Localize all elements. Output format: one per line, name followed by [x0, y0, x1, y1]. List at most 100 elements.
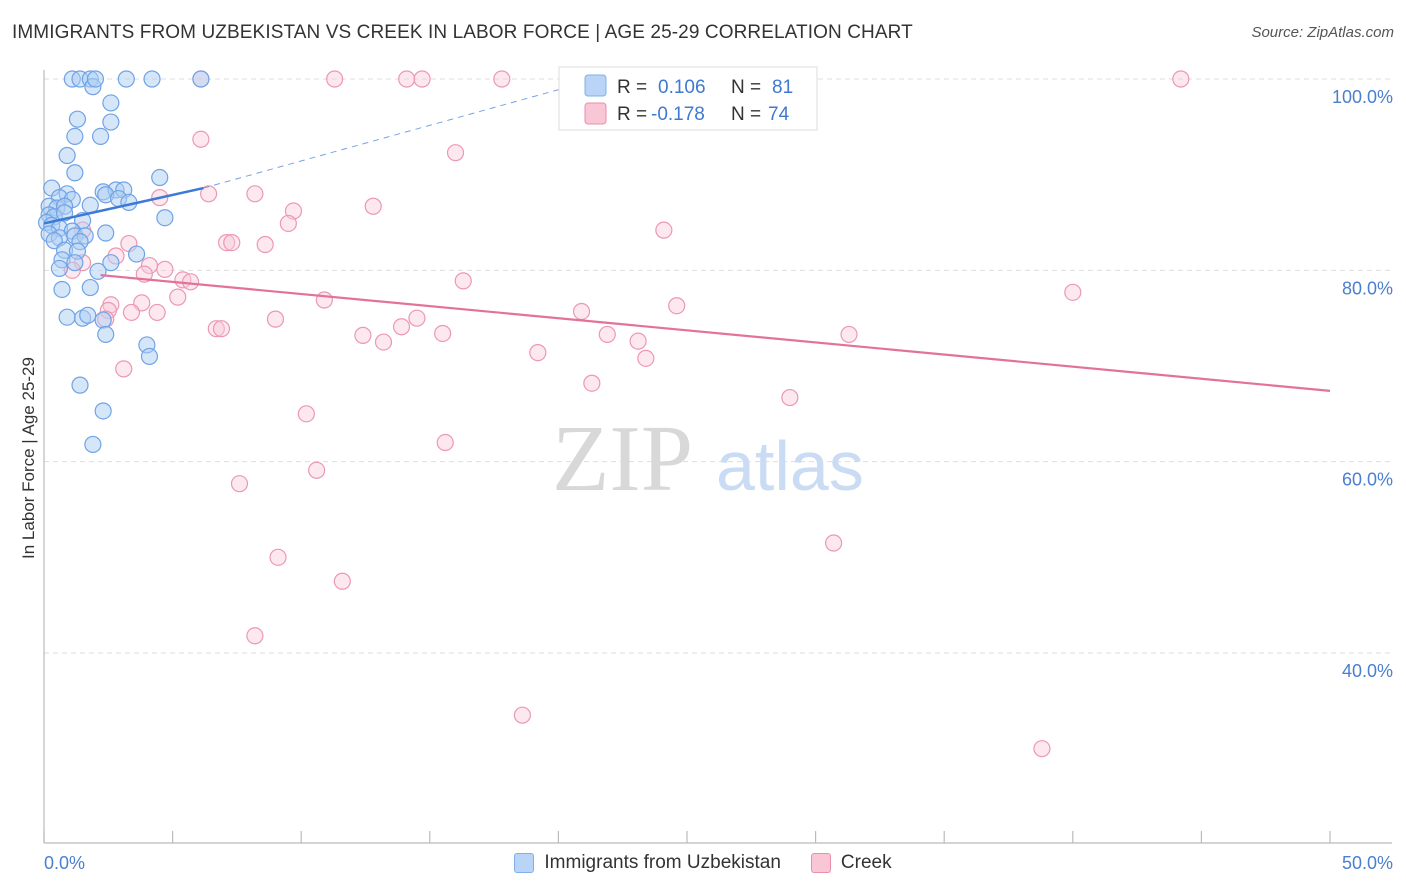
creek-point	[454, 272, 472, 290]
uzbekistan-point	[86, 70, 105, 88]
creek-point	[413, 70, 431, 88]
stats-legend: R = 0.106 N = 81 R = -0.178 N = 74	[558, 66, 818, 131]
creek-point	[374, 333, 393, 351]
uzbekistan-point	[84, 435, 102, 454]
legend-r-value-uzbekistan: 0.106	[658, 77, 706, 98]
creek-point	[408, 309, 426, 327]
uzbekistan-point	[89, 262, 107, 280]
creek-point	[218, 233, 236, 252]
uzbekistan-point	[143, 70, 161, 88]
creek-point	[446, 144, 465, 162]
legend-n-label: N =	[731, 77, 761, 98]
creek-point	[315, 291, 333, 309]
creek-point	[308, 461, 326, 479]
source-label: Source: ZipAtlas.com	[1251, 24, 1394, 41]
creek-point	[513, 706, 531, 724]
uzbekistan-point	[156, 209, 174, 227]
creek-point	[655, 221, 673, 239]
creek-point	[122, 303, 141, 322]
uzbekistan-point	[97, 224, 115, 242]
uzbekistan-point	[102, 94, 120, 112]
legend-r-value-creek: -0.178	[651, 104, 705, 125]
creek-point	[598, 325, 616, 344]
creek-point	[156, 260, 174, 278]
creek-point	[148, 303, 166, 322]
watermark: ZIP atlas	[552, 407, 864, 511]
y-tick-label: 40.0%	[1342, 661, 1393, 681]
creek-point	[436, 433, 454, 452]
creek-point	[572, 302, 591, 321]
creek-point	[781, 388, 799, 407]
creek-point	[333, 572, 351, 590]
creek-point	[297, 405, 315, 423]
uzbekistan-point	[97, 325, 115, 344]
watermark-atlas: atlas	[716, 427, 864, 505]
creek-point	[192, 130, 210, 148]
creek-point	[266, 310, 285, 328]
uzbekistan-point	[91, 127, 110, 145]
uzbekistan-point	[66, 164, 84, 182]
legend-r-label: R =	[617, 77, 647, 98]
creek-point	[529, 344, 547, 362]
creek-point	[1172, 70, 1190, 88]
y-tick-labels: 40.0% 60.0% 80.0% 100.0%	[1332, 87, 1393, 681]
y-tick-label: 100.0%	[1332, 87, 1393, 107]
creek-point	[637, 349, 655, 367]
creek-point	[629, 332, 647, 350]
legend-swatch-uzbekistan	[584, 74, 607, 97]
legend-r-label: R =	[617, 104, 647, 125]
uzbekistan-point	[68, 110, 87, 128]
creek-point	[493, 70, 511, 88]
legend-label-creek: Creek	[840, 852, 892, 873]
creek-point	[668, 297, 686, 315]
creek-point	[279, 214, 297, 233]
creek-trend-line	[100, 274, 1331, 392]
uzbekistan-point	[102, 113, 120, 131]
creek-point	[256, 235, 274, 254]
legend-label-uzbekistan: Immigrants from Uzbekistan	[544, 852, 781, 873]
uzbekistan-trend-extension	[203, 78, 598, 189]
y-tick-label: 80.0%	[1342, 278, 1393, 298]
creek-point	[326, 70, 344, 88]
legend-swatch-creek	[810, 853, 831, 873]
creek-point	[207, 320, 225, 338]
creek-point	[1033, 740, 1051, 758]
legend-item-creek[interactable]: Creek	[810, 852, 892, 874]
grid	[44, 78, 1392, 654]
creek-point	[825, 534, 843, 552]
legend-n-label: N =	[731, 104, 761, 125]
creek-point	[246, 627, 264, 645]
creek-point	[212, 320, 231, 338]
creek-point	[223, 233, 241, 252]
trend-lines	[43, 78, 1331, 392]
creek-point	[840, 325, 858, 344]
creek-point	[364, 197, 382, 215]
x-tick-label-min: 0.0%	[44, 853, 85, 873]
uzbekistan-point	[94, 402, 112, 420]
creek-point	[434, 324, 452, 343]
uzbekistan-point	[151, 168, 169, 187]
creek-point	[182, 273, 200, 291]
creek-point	[200, 185, 218, 203]
legend-n-value-uzbekistan: 81	[772, 77, 793, 98]
uzbekistan-point	[50, 259, 69, 278]
legend-swatch-creek	[584, 102, 607, 125]
uzbekistan-point	[102, 254, 120, 272]
uzbekistan-point	[94, 311, 112, 329]
uzbekistan-point	[192, 70, 210, 88]
creek-point	[398, 70, 416, 88]
uzbekistan-point	[66, 127, 84, 145]
uzbekistan-point	[117, 70, 135, 88]
legend-swatch-uzbekistan	[514, 853, 535, 873]
uzbekistan-point	[140, 347, 159, 366]
uzbekistan-point	[53, 280, 71, 299]
uzbekistan-points	[37, 70, 210, 454]
bottom-legend: Immigrants from Uzbekistan Creek	[0, 852, 1406, 874]
creek-point	[354, 326, 372, 344]
legend-n-value-creek: 74	[768, 104, 790, 125]
uzbekistan-point	[71, 376, 89, 394]
legend-item-uzbekistan[interactable]: Immigrants from Uzbekistan	[514, 852, 781, 874]
creek-point	[583, 374, 601, 392]
uzbekistan-point	[127, 245, 146, 263]
x-tick-label-max: 50.0%	[1342, 853, 1393, 873]
